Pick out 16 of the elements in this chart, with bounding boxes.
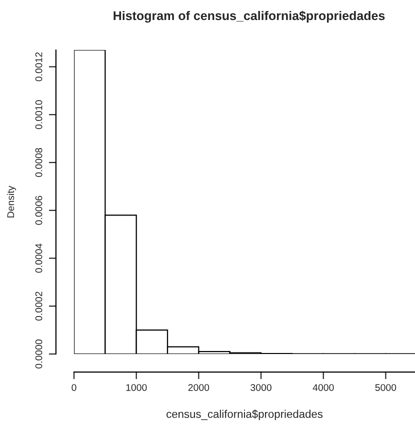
x-tick-label: 0: [72, 384, 76, 391]
y-tick-label: 0.0012: [35, 52, 42, 82]
y-tick-label: 0.0004: [35, 244, 42, 273]
y-tick-label: 0.0008: [35, 148, 42, 177]
chart-title: Histogram of census_california$propriedades: [114, 10, 385, 23]
y-tick-label: 0.0006: [35, 196, 42, 225]
x-tick-label: 1000: [126, 384, 147, 391]
x-tick-label: 2000: [188, 384, 210, 391]
y-axis-title: Density: [6, 186, 16, 218]
x-tick-label: 5000: [375, 384, 396, 391]
y-tick-label: 0.0010: [35, 100, 42, 130]
y-tick-label: 0.0002: [35, 292, 42, 321]
x-axis-title: census_california$propriedades: [166, 410, 323, 420]
y-tick-label: 0.0000: [35, 340, 42, 368]
x-tick-label: 3000: [250, 384, 272, 391]
x-tick-label: 4000: [312, 384, 334, 391]
